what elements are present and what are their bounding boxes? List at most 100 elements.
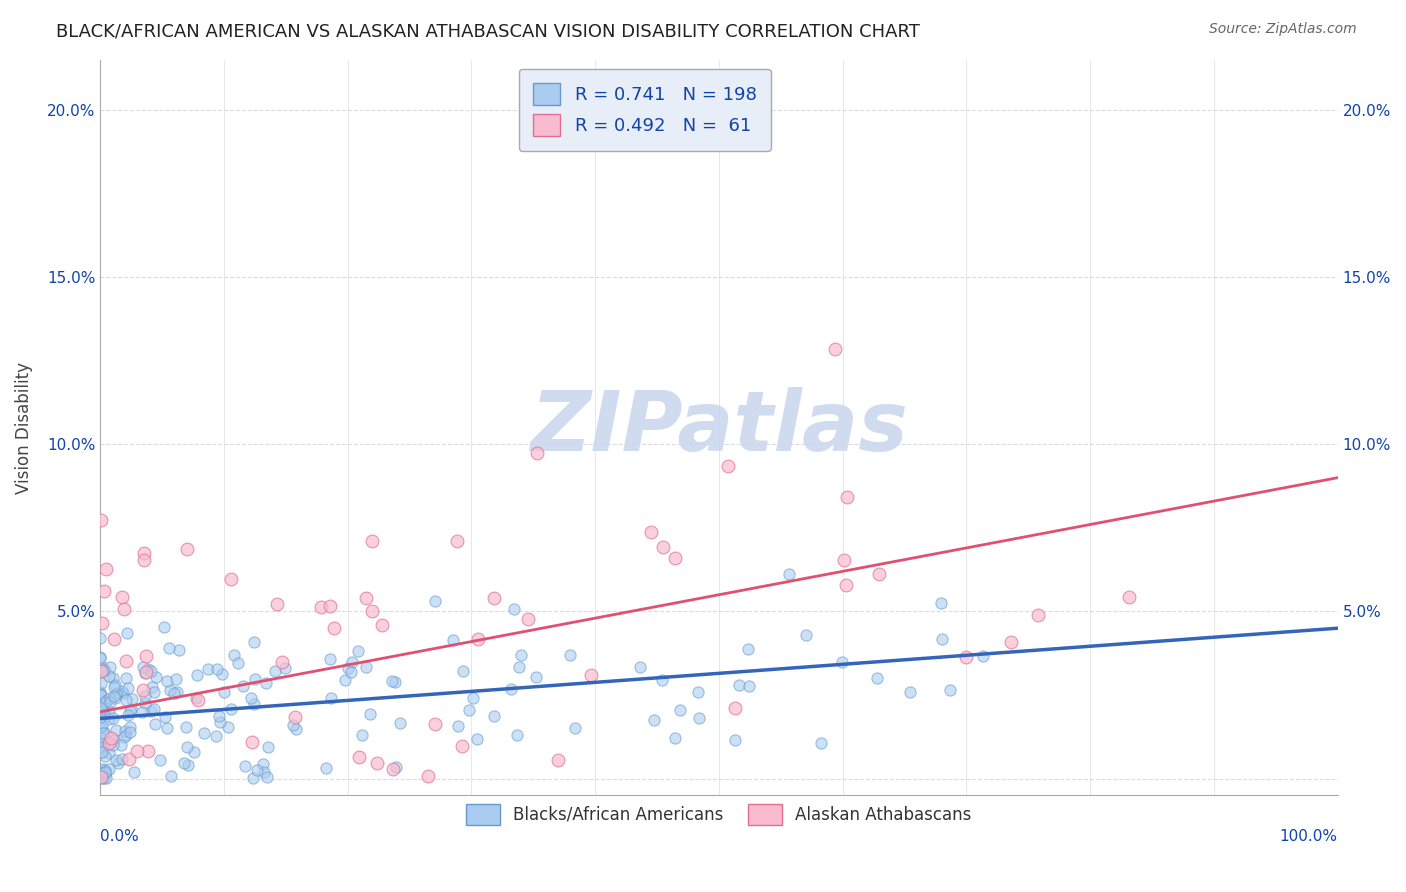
Point bbox=[501, 681, 523, 696]
Point bbox=[89, 687, 111, 701]
Point bbox=[97, 736, 120, 750]
Point bbox=[141, 704, 163, 718]
Point bbox=[359, 706, 381, 721]
Point bbox=[89, 710, 111, 724]
Point bbox=[285, 722, 308, 736]
Point bbox=[724, 701, 747, 715]
Point bbox=[120, 704, 142, 718]
Point bbox=[89, 651, 111, 665]
Point bbox=[121, 692, 143, 706]
Point bbox=[564, 721, 586, 735]
Point bbox=[831, 656, 853, 670]
Point bbox=[347, 750, 370, 764]
Point bbox=[103, 711, 125, 725]
Point bbox=[104, 690, 127, 705]
Point bbox=[90, 731, 112, 746]
Point bbox=[651, 673, 673, 687]
Point bbox=[266, 597, 288, 611]
Point bbox=[226, 656, 249, 670]
Point bbox=[115, 671, 138, 685]
Point bbox=[120, 720, 142, 734]
Point bbox=[524, 670, 547, 684]
Point bbox=[160, 769, 183, 783]
Point bbox=[134, 696, 156, 710]
Point bbox=[1118, 591, 1140, 605]
Point bbox=[165, 672, 187, 686]
Point bbox=[97, 746, 120, 760]
Point bbox=[972, 648, 994, 663]
Point bbox=[91, 771, 114, 785]
Point bbox=[89, 735, 111, 749]
Point bbox=[93, 663, 115, 677]
Point bbox=[93, 706, 115, 721]
Point bbox=[98, 690, 121, 705]
Point bbox=[89, 739, 111, 753]
Point bbox=[508, 659, 530, 673]
Point bbox=[89, 706, 111, 721]
Point bbox=[90, 664, 112, 678]
Point bbox=[90, 513, 112, 527]
Point bbox=[94, 765, 117, 780]
Text: ZIPatlas: ZIPatlas bbox=[530, 387, 908, 468]
Point bbox=[233, 758, 256, 772]
Point bbox=[91, 762, 114, 776]
Point bbox=[134, 665, 156, 680]
Point bbox=[232, 679, 254, 693]
Point bbox=[94, 695, 117, 709]
Point bbox=[143, 685, 166, 699]
Point bbox=[90, 745, 112, 759]
Point bbox=[208, 709, 231, 723]
Point bbox=[141, 681, 163, 695]
Text: 100.0%: 100.0% bbox=[1279, 829, 1337, 844]
Point bbox=[219, 702, 242, 716]
Point bbox=[315, 761, 337, 775]
Point bbox=[834, 578, 856, 592]
Text: 0.0%: 0.0% bbox=[100, 829, 139, 844]
Point bbox=[810, 737, 832, 751]
Point bbox=[145, 670, 167, 684]
Point bbox=[187, 693, 209, 707]
Point bbox=[91, 703, 114, 717]
Point bbox=[93, 771, 115, 785]
Point bbox=[204, 729, 226, 743]
Point bbox=[89, 684, 111, 698]
Point bbox=[717, 458, 740, 473]
Point bbox=[416, 768, 439, 782]
Point bbox=[664, 550, 686, 565]
Point bbox=[98, 763, 121, 777]
Point bbox=[93, 724, 115, 739]
Point bbox=[450, 739, 472, 754]
Point bbox=[176, 739, 198, 754]
Point bbox=[177, 758, 200, 772]
Point bbox=[217, 720, 239, 734]
Point bbox=[371, 617, 394, 632]
Point bbox=[243, 635, 266, 649]
Point bbox=[105, 686, 128, 700]
Point bbox=[100, 731, 122, 746]
Point bbox=[122, 765, 145, 780]
Point bbox=[91, 726, 114, 740]
Point bbox=[335, 673, 357, 688]
Point bbox=[97, 669, 120, 683]
Point bbox=[98, 659, 121, 673]
Point bbox=[643, 713, 665, 727]
Point bbox=[135, 648, 157, 663]
Point bbox=[955, 650, 977, 665]
Point bbox=[111, 685, 134, 699]
Point bbox=[346, 643, 368, 657]
Point bbox=[90, 661, 112, 675]
Point bbox=[794, 628, 817, 642]
Point bbox=[350, 728, 373, 742]
Point bbox=[309, 600, 332, 615]
Point bbox=[205, 663, 228, 677]
Point bbox=[101, 671, 124, 685]
Point bbox=[89, 631, 111, 645]
Point bbox=[112, 731, 135, 745]
Point bbox=[136, 662, 159, 676]
Point bbox=[134, 689, 156, 703]
Point bbox=[354, 591, 377, 605]
Point bbox=[174, 720, 197, 734]
Point bbox=[502, 602, 524, 616]
Point bbox=[239, 690, 262, 705]
Point bbox=[728, 678, 751, 692]
